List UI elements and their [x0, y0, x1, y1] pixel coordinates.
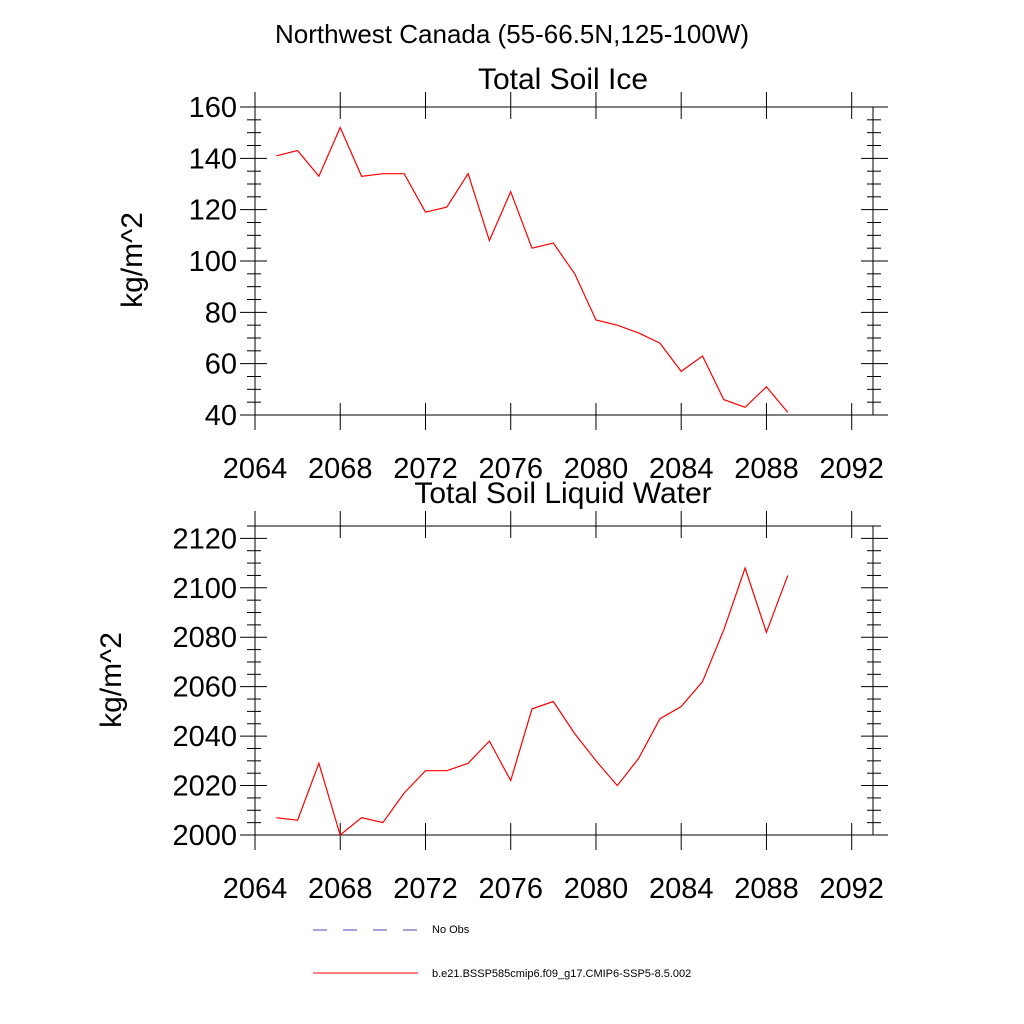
series-line [276, 126, 789, 413]
y-tick-label: 2020 [172, 771, 237, 803]
x-tick-label: 2068 [308, 873, 373, 905]
series-line [276, 566, 789, 837]
x-tick-label: 2064 [223, 873, 288, 905]
legend: No Obs b.e21.BSSP585cmip6.f09_g17.CMIP6-… [313, 924, 691, 980]
legend-label-model-run: b.e21.BSSP585cmip6.f09_g17.CMIP6-SSP5-8.… [432, 968, 691, 980]
x-tick-label: 2076 [478, 453, 543, 485]
y-tick-label: 2040 [172, 721, 237, 753]
y-tick-label: 140 [189, 143, 237, 175]
y-tick-label: 2100 [172, 573, 237, 605]
y-tick-label: 100 [189, 246, 237, 278]
panel-soil-liquid-water: Total Soil Liquid Water kg/m^2 2064 2068 2… [95, 477, 888, 905]
x-tick-label: 2092 [819, 453, 884, 485]
x-tick-label: 2068 [308, 453, 373, 485]
x-tick-label: 2088 [734, 453, 799, 485]
y-axis-label: kg/m^2 [95, 632, 128, 728]
y-tick-label: 60 [205, 349, 237, 381]
plot-frame [254, 106, 874, 416]
y-tick-label: 160 [189, 92, 237, 124]
x-tick-label: 2088 [734, 873, 799, 905]
y-tick-label: 120 [189, 195, 237, 227]
y-tick-label: 2060 [172, 672, 237, 704]
x-tick-label: 2064 [223, 453, 288, 485]
x-tick-label: 2076 [478, 873, 543, 905]
panel-title: Total Soil Ice [478, 63, 648, 96]
panel-title: Total Soil Liquid Water [414, 477, 711, 510]
y-axis-label: kg/m^2 [116, 212, 149, 308]
x-tick-label: 2092 [819, 873, 884, 905]
x-tick-label: 2072 [393, 453, 458, 485]
y-tick-label: 80 [205, 297, 237, 329]
x-tick-label: 2072 [393, 873, 458, 905]
x-tick-label: 2080 [564, 873, 629, 905]
y-tick-label: 2000 [172, 820, 237, 852]
x-tick-label: 2084 [649, 873, 714, 905]
figure-title: Northwest Canada (55-66.5N,125-100W) [275, 19, 749, 49]
y-tick-label: 40 [205, 400, 237, 432]
x-tick-label: 2080 [564, 453, 629, 485]
plot-frame [254, 525, 874, 836]
x-tick-label: 2084 [649, 453, 714, 485]
y-tick-label: 2120 [172, 523, 237, 555]
panel-soil-ice: Total Soil Ice kg/m^2 2064 2068 2072 2076 20… [116, 63, 888, 485]
legend-label-no-obs: No Obs [432, 924, 470, 936]
y-tick-label: 2080 [172, 622, 237, 654]
